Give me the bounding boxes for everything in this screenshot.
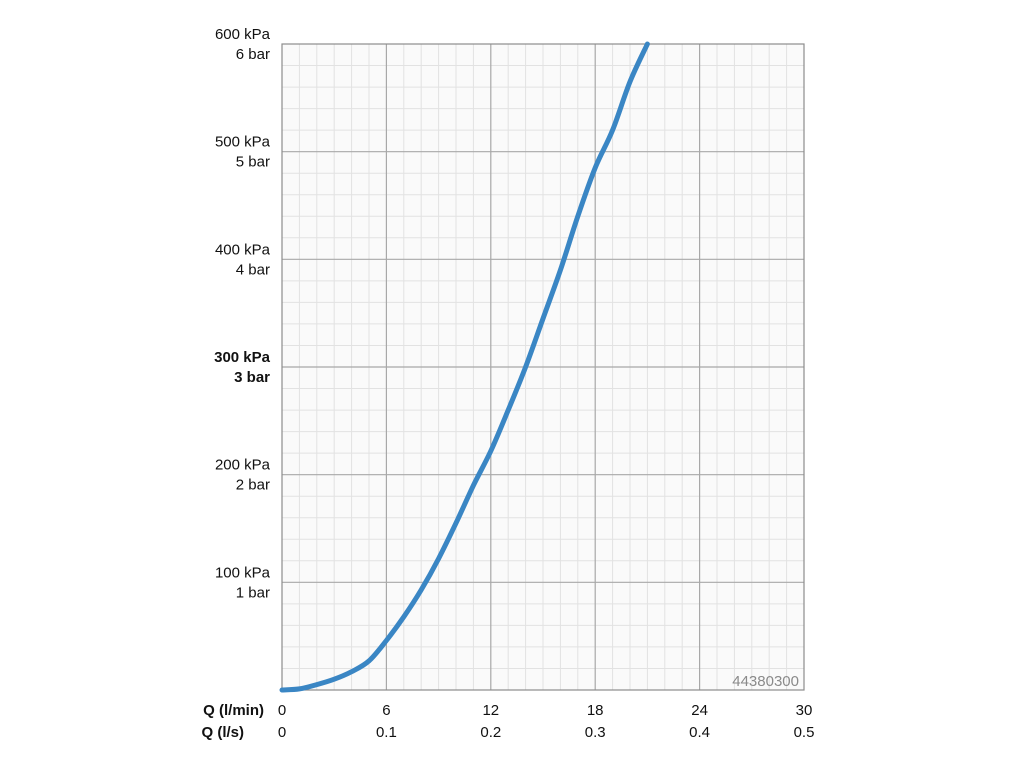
x-tick-label: 0.1: [376, 724, 397, 741]
product-code: 44380300: [732, 673, 799, 690]
y-tick-label-bar: 5 bar: [236, 154, 270, 171]
x-tick-label: 0.4: [689, 724, 710, 741]
x-tick-label: 30: [796, 702, 813, 719]
series-line: [279, 41, 650, 693]
y-tick-label-kpa: 500 kPa: [215, 134, 271, 151]
y-tick-label-bar: 3 bar: [234, 369, 270, 386]
y-tick-label-bar: 1 bar: [236, 584, 270, 601]
y-tick-label-kpa: 100 kPa: [215, 564, 271, 581]
x-tick-label: 0.3: [585, 724, 606, 741]
series-layer: [279, 41, 650, 693]
y-tick-label-bar: 6 bar: [236, 46, 270, 63]
x-tick-label: 12: [482, 702, 499, 719]
x-tick-label: 0.5: [794, 724, 815, 741]
x-axis-title-lps: Q (l/s): [201, 724, 244, 741]
y-tick-label-kpa: 200 kPa: [215, 457, 271, 474]
y-tick-label-bar: 4 bar: [236, 261, 270, 278]
y-axis-labels: 100 kPa 1 bar 200 kPa 2 bar 300 kPa 3 bar 400 …: [214, 26, 271, 601]
plot-frame: [281, 43, 805, 691]
x-tick-label: 0: [278, 724, 286, 741]
x-axis-title-lpm: Q (l/min): [203, 702, 264, 719]
x-tick-label: 0.2: [480, 724, 501, 741]
y-tick-label-bar: 2 bar: [236, 477, 270, 494]
major-grid: [282, 44, 804, 690]
x-tick-label: 0: [278, 702, 286, 719]
y-tick-label-kpa: 400 kPa: [215, 241, 271, 258]
x-tick-label: 6: [382, 702, 390, 719]
y-tick-label-kpa: 300 kPa: [214, 349, 271, 366]
y-tick-label-kpa: 600 kPa: [215, 26, 271, 43]
x-tick-label: 18: [587, 702, 604, 719]
x-axis-labels: 0 6 12 18 24 30 0 0.1 0.2 0.3 0.4 0.5: [278, 702, 815, 741]
x-tick-label: 24: [691, 702, 708, 719]
